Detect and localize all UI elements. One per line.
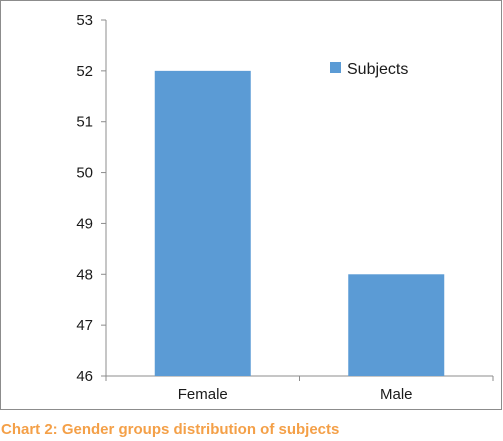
bar-chart: 46 47 48 49 50 51 52 53 Female Male Subjects bbox=[76, 12, 494, 403]
y-tick-label: 53 bbox=[76, 12, 93, 29]
bar-male bbox=[348, 274, 445, 376]
y-tick-label: 52 bbox=[76, 63, 93, 80]
x-tick-label: Female bbox=[178, 386, 228, 403]
x-tick-label: Male bbox=[380, 386, 413, 403]
y-tick-label: 48 bbox=[76, 266, 93, 283]
chart-frame: 46 47 48 49 50 51 52 53 Female Male Subjects bbox=[0, 0, 502, 410]
y-tick-label: 46 bbox=[76, 368, 93, 385]
y-tick-label: 50 bbox=[76, 165, 93, 182]
y-tick-label: 51 bbox=[76, 114, 93, 131]
bar-female bbox=[154, 70, 251, 376]
y-tick-label: 47 bbox=[76, 317, 93, 334]
legend-swatch bbox=[330, 62, 341, 73]
legend-label: Subjects bbox=[347, 61, 408, 78]
y-tick-label: 49 bbox=[76, 215, 93, 232]
chart-caption: Chart 2: Gender groups distribution of s… bbox=[1, 421, 340, 438]
